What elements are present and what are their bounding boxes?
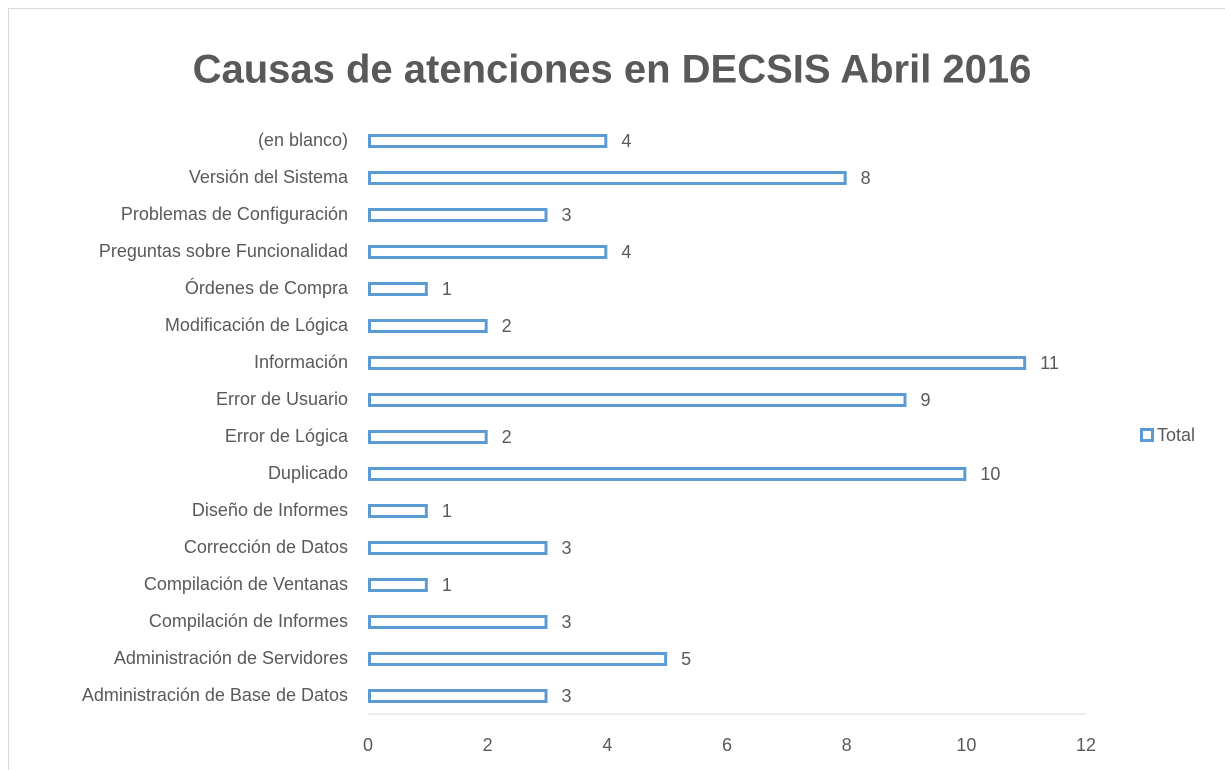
bar [368, 245, 608, 259]
y-tick-label: Preguntas sobre Funcionalidad [99, 241, 348, 261]
bar [368, 282, 428, 296]
data-label: 1 [442, 501, 452, 521]
chart-frame [8, 8, 1225, 770]
data-label: 2 [502, 316, 512, 336]
y-tick-label: Error de Usuario [216, 389, 348, 409]
x-tick-label: 6 [722, 735, 732, 755]
data-label: 8 [861, 168, 871, 188]
bar [368, 208, 548, 222]
bar [368, 541, 548, 555]
data-label: 5 [681, 649, 691, 669]
bar [368, 356, 1027, 370]
y-tick-label: Compilación de Ventanas [144, 574, 348, 594]
y-tick-label: Modificación de Lógica [165, 315, 349, 335]
x-tick-label: 10 [956, 735, 976, 755]
data-label: 11 [1040, 353, 1059, 373]
bar [368, 467, 967, 481]
y-tick-label: Versión del Sistema [189, 167, 349, 187]
y-tick-label: Administración de Base de Datos [82, 685, 348, 705]
data-label: 1 [442, 575, 452, 595]
y-tick-label: Compilación de Informes [149, 611, 348, 631]
bar [368, 578, 428, 592]
bar [368, 134, 608, 148]
bar [368, 689, 548, 703]
data-label: 3 [562, 686, 572, 706]
x-tick-label: 4 [602, 735, 612, 755]
data-label: 4 [621, 242, 631, 262]
data-label: 3 [562, 205, 572, 225]
y-tick-label: Información [254, 352, 348, 372]
data-label: 4 [621, 131, 631, 151]
data-label: 2 [502, 427, 512, 447]
x-tick-label: 0 [363, 735, 373, 755]
x-tick-label: 12 [1076, 735, 1096, 755]
data-label: 3 [562, 538, 572, 558]
data-label: 3 [562, 612, 572, 632]
y-tick-label: Duplicado [268, 463, 348, 483]
bar [368, 393, 907, 407]
bar [368, 171, 847, 185]
data-label: 10 [980, 464, 1000, 484]
y-tick-label: Corrección de Datos [184, 537, 348, 557]
legend-key [1140, 428, 1154, 442]
y-tick-label: Error de Lógica [225, 426, 349, 446]
bar [368, 430, 488, 444]
bar [368, 319, 488, 333]
x-tick-label: 8 [842, 735, 852, 755]
y-tick-label: Diseño de Informes [192, 500, 348, 520]
y-tick-label: Órdenes de Compra [185, 277, 349, 298]
chart-title: Causas de atenciones en DECSIS Abril 201… [193, 48, 1032, 92]
data-label: 9 [921, 390, 931, 410]
bar [368, 504, 428, 518]
legend-label: Total [1157, 425, 1195, 445]
y-tick-label: Problemas de Configuración [121, 204, 348, 224]
bar [368, 652, 668, 666]
data-label: 1 [442, 279, 452, 299]
bar [368, 615, 548, 629]
y-tick-label: Administración de Servidores [114, 648, 348, 668]
y-tick-label: (en blanco) [258, 130, 348, 150]
x-tick-label: 2 [483, 735, 493, 755]
